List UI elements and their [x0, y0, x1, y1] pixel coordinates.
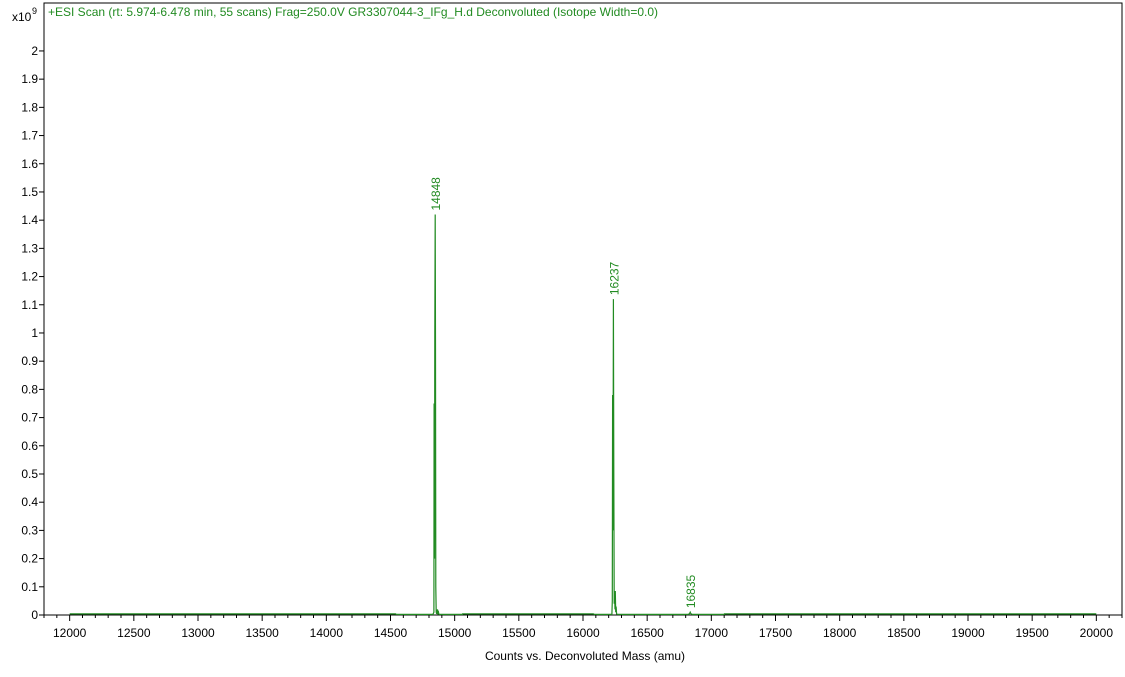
x-tick-label: 15000	[438, 626, 472, 640]
plot-frame	[43, 2, 1123, 616]
y-tick-label: 1.8	[21, 100, 38, 114]
x-tick-label: 19000	[951, 626, 985, 640]
series-layer	[69, 214, 1097, 616]
y-tick-label: 1.6	[21, 157, 38, 171]
x-tick-label: 12000	[53, 626, 87, 640]
y-tick-label: 1.5	[21, 185, 38, 199]
y-tick-label: 1.9	[21, 72, 38, 86]
y-tick-label: 0.9	[21, 354, 38, 368]
y-tick-label: 0.8	[21, 382, 38, 396]
y-tick-label: 2	[31, 44, 38, 58]
y-tick-label: 1.2	[21, 270, 38, 284]
y-tick-label: 1.7	[21, 129, 38, 143]
y-tick-label: 0.7	[21, 411, 38, 425]
y-tick-label: 1.1	[21, 298, 38, 312]
spectrum-trace	[69, 214, 1097, 616]
x-tick-label: 20000	[1080, 626, 1114, 640]
x-tick-label: 13500	[245, 626, 279, 640]
y-tick-label: 0.5	[21, 467, 38, 481]
x-axis-label: Counts vs. Deconvoluted Mass (amu)	[485, 649, 685, 663]
y-tick-label: 0	[31, 608, 38, 622]
y-tick-label: 0.1	[21, 580, 38, 594]
y-tick-label: 1.4	[21, 213, 38, 227]
chart-title: +ESI Scan (rt: 5.974-6.478 min, 55 scans…	[48, 5, 658, 19]
y-tick-label: 1	[31, 326, 38, 340]
y-multiplier-base: x10	[12, 10, 32, 24]
x-tick-label: 13000	[181, 626, 215, 640]
peak-label: 16237	[607, 261, 621, 295]
y-axis: 0 0.1 0.2 0.3 0.4 0.5 0.6 0.7 0.8 0.9 1 1.1 1.2 1.3 1.…	[21, 44, 44, 622]
x-tick-label: 14500	[374, 626, 408, 640]
peak-label: 16835	[684, 574, 698, 608]
x-tick-label: 15500	[502, 626, 536, 640]
peak-label: 14848	[429, 177, 443, 211]
x-tick-label: 16500	[630, 626, 664, 640]
x-tick-label: 18000	[823, 626, 857, 640]
x-tick-label: 17000	[695, 626, 729, 640]
x-tick-label: 19500	[1015, 626, 1049, 640]
x-tick-label: 12500	[117, 626, 151, 640]
x-tick-label: 17500	[759, 626, 793, 640]
y-multiplier-exponent: 9	[32, 6, 37, 16]
y-tick-label: 0.3	[21, 523, 38, 537]
peak-label-layer: 14848 16237 16835	[429, 177, 698, 608]
y-tick-label: 1.3	[21, 241, 38, 255]
x-tick-label: 18500	[887, 626, 921, 640]
y-tick-label: 0.2	[21, 552, 38, 566]
y-tick-label: 0.6	[21, 439, 38, 453]
y-tick-label: 0.4	[21, 495, 38, 509]
x-tick-label: 16000	[566, 626, 600, 640]
x-axis: 12000 12500 13000 13500 14000 14500 15000 15500…	[43, 615, 1123, 640]
x-tick-label: 14000	[310, 626, 344, 640]
